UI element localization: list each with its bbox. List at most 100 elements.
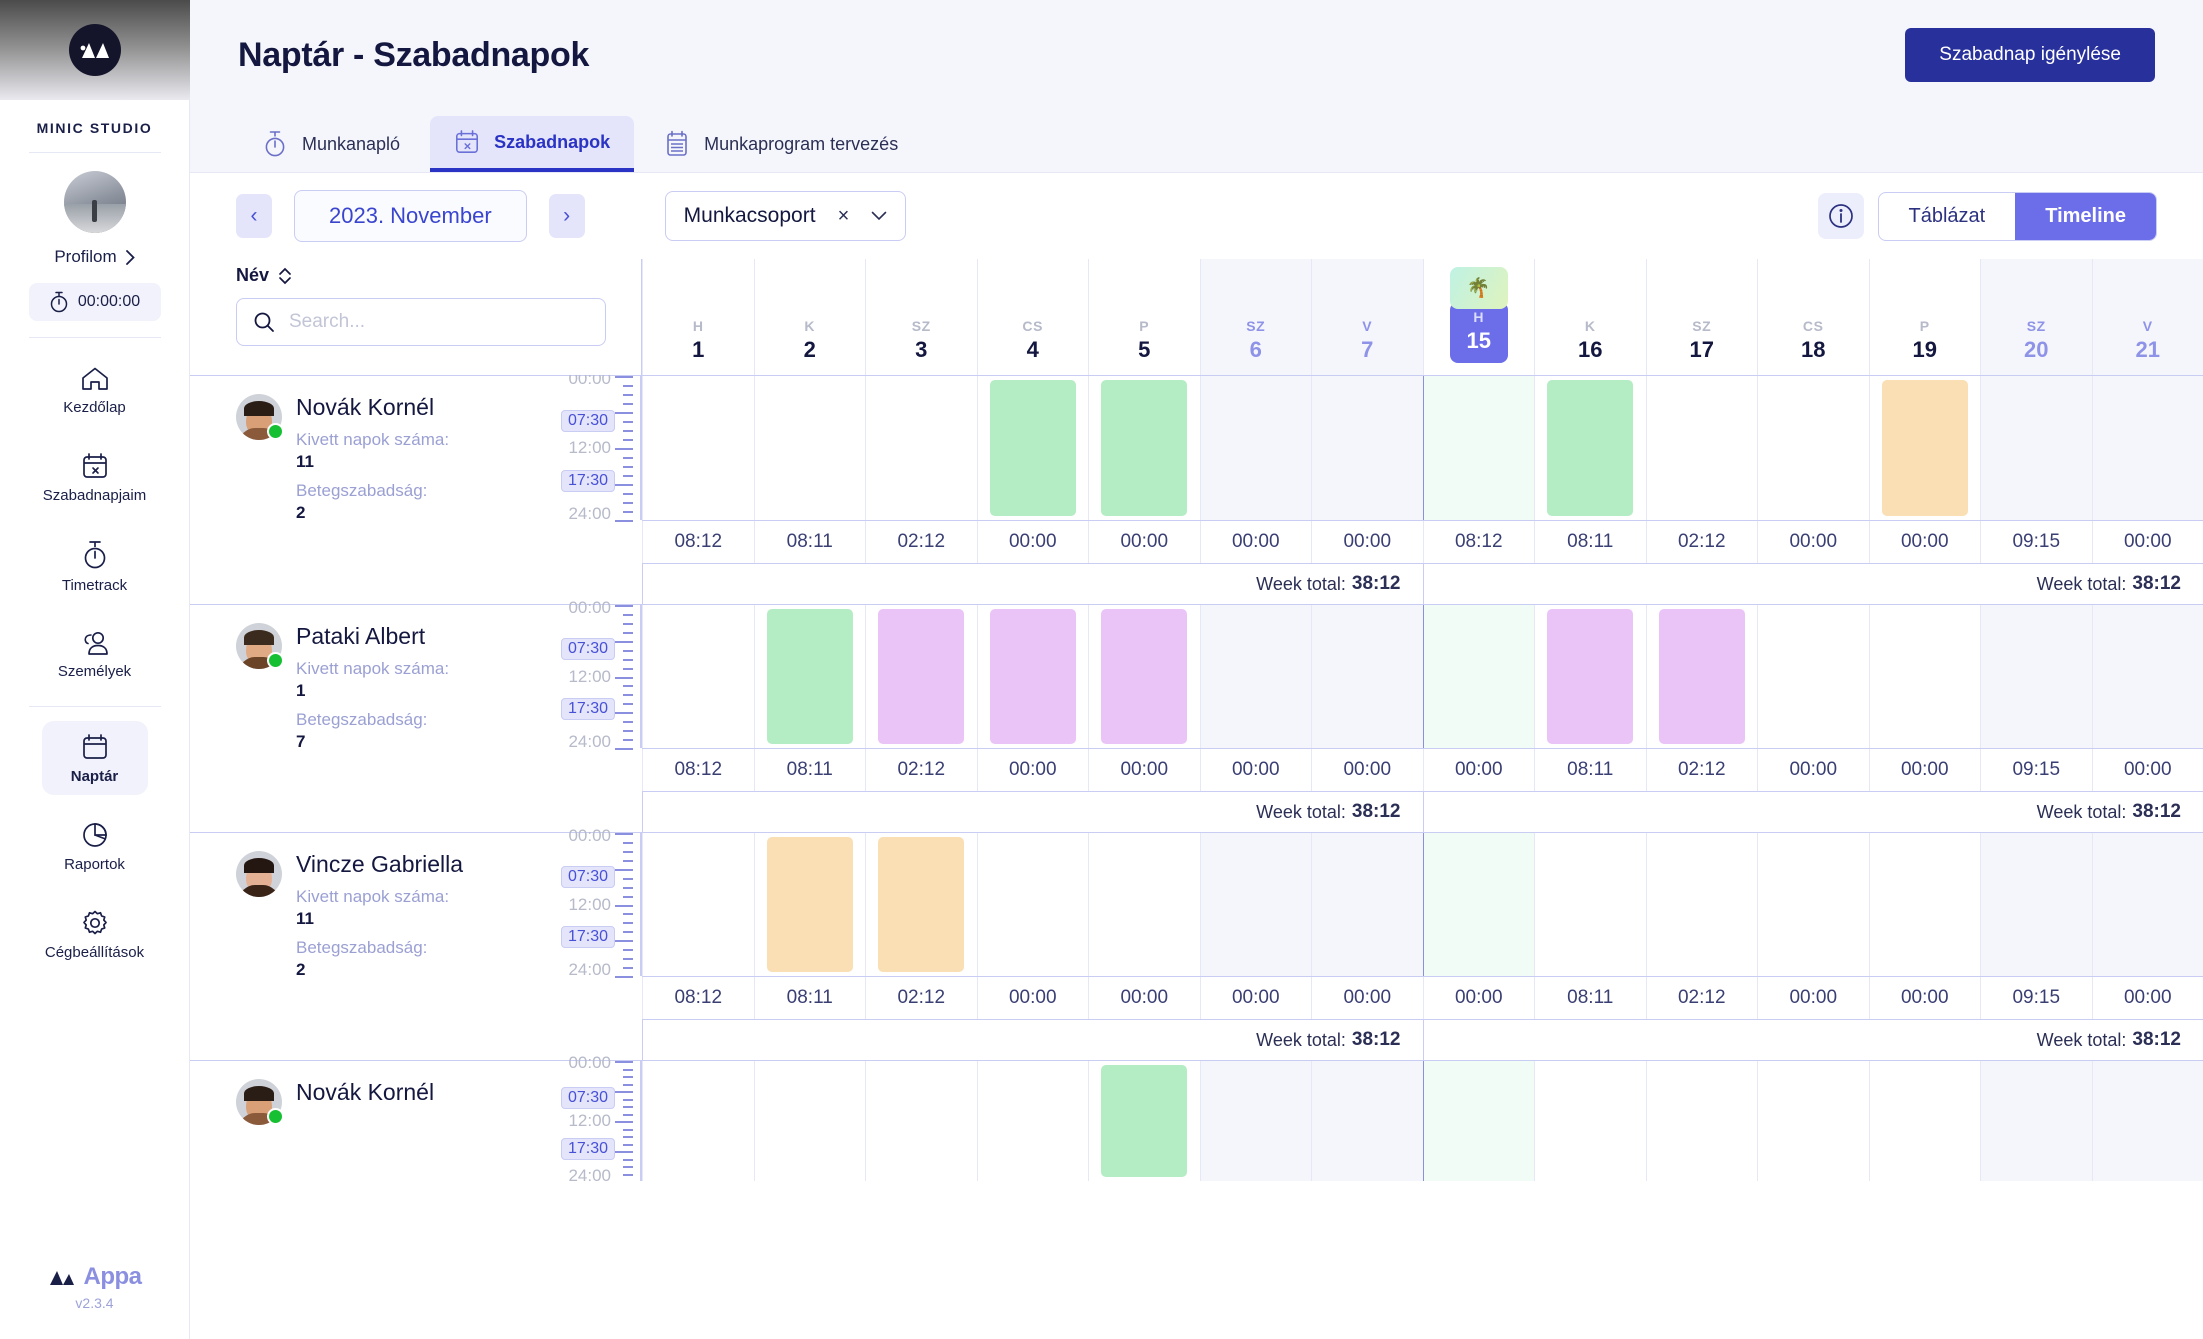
timeline-cell-18[interactable] bbox=[1757, 605, 1869, 748]
avatar[interactable] bbox=[236, 394, 284, 440]
avatar[interactable] bbox=[236, 623, 284, 669]
avatar[interactable] bbox=[236, 851, 282, 897]
view-mode-timeline[interactable]: Timeline bbox=[2015, 192, 2156, 240]
timeline-cell-17[interactable] bbox=[1645, 376, 1758, 520]
timeline-cell-15[interactable] bbox=[1422, 1061, 1534, 1181]
timeline-cell-4[interactable] bbox=[976, 376, 1089, 520]
timeline-cell-7[interactable] bbox=[1311, 1061, 1423, 1181]
timeline-bar-green[interactable] bbox=[1101, 380, 1188, 516]
timeline-cell-1[interactable] bbox=[642, 376, 754, 520]
timeline-cell-3[interactable] bbox=[865, 376, 977, 520]
timeline-cell-3[interactable] bbox=[865, 1061, 977, 1181]
timeline-cell-19[interactable] bbox=[1868, 833, 1981, 976]
timeline-cell-5[interactable] bbox=[1088, 1061, 1200, 1181]
timeline-cell-2[interactable] bbox=[753, 376, 866, 520]
timeline-bar-purple[interactable] bbox=[1547, 609, 1634, 744]
timeline-cell-6[interactable] bbox=[1199, 1061, 1311, 1181]
timeline-bar-green[interactable] bbox=[1547, 380, 1634, 516]
month-selector[interactable]: 2023. November bbox=[294, 190, 527, 242]
timeline-cell-1[interactable] bbox=[642, 1061, 754, 1181]
timeline-bar-orange[interactable] bbox=[766, 837, 853, 972]
timeline-cell-16[interactable] bbox=[1534, 376, 1646, 520]
timeline-bar-green[interactable] bbox=[766, 609, 853, 744]
timeline-cell-16[interactable] bbox=[1534, 833, 1646, 976]
timeline-cell-19[interactable] bbox=[1868, 605, 1981, 748]
sidebar-item-naptar[interactable]: Naptár bbox=[41, 721, 148, 795]
timeline-cell-5[interactable] bbox=[1088, 376, 1200, 520]
timeline-cell-19[interactable] bbox=[1868, 1061, 1981, 1181]
sidebar-item-szabadnapjaim[interactable]: Szabadnapjaim bbox=[42, 440, 148, 514]
sidebar-item-szemelyek[interactable]: Személyek bbox=[42, 618, 148, 690]
timeline-cell-20[interactable] bbox=[1980, 1061, 2092, 1181]
timeline-bar-orange[interactable] bbox=[878, 837, 965, 972]
timeline-cell-1[interactable] bbox=[642, 833, 754, 976]
day-header-18[interactable]: CS 18 bbox=[1757, 259, 1869, 375]
employee-name[interactable]: Novák Kornél bbox=[296, 394, 435, 420]
timeline-cell-4[interactable] bbox=[976, 833, 1089, 976]
timeline-bar-green[interactable] bbox=[1101, 1065, 1188, 1177]
sidebar-item-raportok[interactable]: Raportok bbox=[42, 809, 148, 883]
day-header-6[interactable]: SZ 6 bbox=[1199, 259, 1311, 375]
timeline-cell-19[interactable] bbox=[1868, 376, 1981, 520]
timeline-cell-21[interactable] bbox=[2091, 833, 2203, 976]
timeline-cell-3[interactable] bbox=[865, 833, 977, 976]
day-header-20[interactable]: SZ 20 bbox=[1980, 259, 2092, 375]
timeline-bar-purple[interactable] bbox=[878, 609, 965, 744]
employee-name[interactable]: Novák Kornél bbox=[296, 1079, 435, 1105]
day-header-15[interactable]: 🌴 H 15 bbox=[1422, 259, 1535, 375]
timeline-cell-2[interactable] bbox=[753, 833, 866, 976]
info-icon[interactable] bbox=[1817, 193, 1864, 239]
timeline-cell-6[interactable] bbox=[1199, 833, 1311, 976]
day-header-16[interactable]: K 16 bbox=[1534, 259, 1646, 375]
sidebar-item-timetrack[interactable]: Timetrack bbox=[42, 528, 148, 604]
profile-avatar[interactable] bbox=[63, 171, 126, 233]
timeline-cell-21[interactable] bbox=[2091, 1061, 2203, 1181]
avatar[interactable] bbox=[236, 1079, 284, 1125]
workgroup-filter-select[interactable]: Munkacsoport × bbox=[664, 191, 907, 241]
timeline-cell-5[interactable] bbox=[1088, 605, 1200, 748]
request-day-off-button[interactable]: Szabadnap igénylése bbox=[1905, 28, 2155, 82]
sidebar-item-kezdolap[interactable]: Kezdőlap bbox=[42, 354, 148, 426]
timeline-cell-2[interactable] bbox=[753, 605, 866, 748]
timeline-cell-20[interactable] bbox=[1980, 833, 2092, 976]
timeline-cell-6[interactable] bbox=[1199, 605, 1311, 748]
view-mode-tablazat[interactable]: Táblázat bbox=[1908, 204, 1986, 227]
employee-name[interactable]: Pataki Albert bbox=[296, 623, 426, 649]
timeline-cell-20[interactable] bbox=[1980, 376, 2092, 520]
timeline-cell-15[interactable] bbox=[1422, 605, 1534, 748]
timeline-cell-16[interactable] bbox=[1534, 605, 1646, 748]
timeline-cell-18[interactable] bbox=[1757, 376, 1869, 520]
timeline-cell-18[interactable] bbox=[1757, 1061, 1869, 1181]
timeline-cell-21[interactable] bbox=[2091, 376, 2203, 520]
timeline-cell-7[interactable] bbox=[1311, 605, 1423, 748]
close-icon[interactable]: × bbox=[837, 204, 850, 227]
timeline-cell-7[interactable] bbox=[1311, 833, 1423, 976]
next-month-button[interactable]: › bbox=[548, 194, 585, 238]
search-input[interactable] bbox=[289, 311, 589, 333]
timeline-cell-7[interactable] bbox=[1311, 376, 1423, 520]
timeline-cell-5[interactable] bbox=[1088, 833, 1200, 976]
timeline-cell-15[interactable] bbox=[1422, 833, 1534, 976]
search-box[interactable] bbox=[236, 298, 606, 346]
timer-widget[interactable]: 00:00:00 bbox=[28, 283, 161, 321]
timeline-cell-6[interactable] bbox=[1199, 376, 1311, 520]
tab-szabadnapok[interactable]: Szabadnapok bbox=[430, 116, 635, 172]
timeline-cell-17[interactable] bbox=[1645, 1061, 1758, 1181]
sidebar-item-cegbeallitasok[interactable]: Cégbeállítások bbox=[42, 897, 148, 971]
profile-link[interactable]: Profilom bbox=[54, 247, 135, 267]
timeline-bar-green[interactable] bbox=[989, 380, 1076, 516]
day-header-21[interactable]: V 21 bbox=[2091, 259, 2203, 375]
employee-name[interactable]: Vincze Gabriella bbox=[296, 851, 464, 877]
timeline-cell-16[interactable] bbox=[1534, 1061, 1646, 1181]
tab-munkaprogram-tervezes[interactable]: Munkaprogram tervezés bbox=[640, 116, 922, 172]
timeline-bar-orange[interactable] bbox=[1881, 380, 1968, 516]
timeline-cell-4[interactable] bbox=[976, 1061, 1089, 1181]
sort-icon[interactable] bbox=[278, 267, 292, 285]
timeline-cell-17[interactable] bbox=[1645, 833, 1758, 976]
timeline-cell-3[interactable] bbox=[865, 605, 977, 748]
timeline-cell-18[interactable] bbox=[1757, 833, 1869, 976]
day-header-19[interactable]: P 19 bbox=[1868, 259, 1981, 375]
